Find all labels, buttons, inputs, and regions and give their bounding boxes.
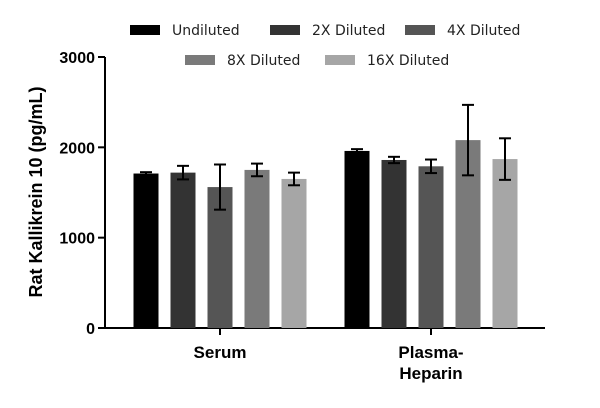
bar bbox=[381, 159, 407, 328]
legend-label: 4X Diluted bbox=[447, 23, 520, 39]
legend: Undiluted 2X Diluted 4X Diluted 8X Diluted 1… bbox=[130, 23, 520, 69]
x-category-label-line: Serum bbox=[194, 343, 247, 362]
legend-swatch bbox=[130, 25, 160, 35]
legend-swatch bbox=[185, 55, 215, 65]
error-bars bbox=[140, 103, 511, 211]
bar bbox=[244, 169, 270, 328]
y-axis-label: Rat Kallikrein 10 (pg/mL) bbox=[26, 86, 46, 297]
bar bbox=[492, 159, 518, 328]
legend-swatch bbox=[405, 25, 435, 35]
legend-swatch bbox=[325, 55, 355, 65]
y-tick-label: 3000 bbox=[59, 50, 95, 67]
x-category-label: Plasma- Heparin bbox=[398, 343, 463, 383]
bar bbox=[344, 150, 370, 328]
legend-label: 2X Diluted bbox=[312, 23, 385, 39]
x-category-label-line: Plasma- bbox=[398, 343, 463, 362]
bar bbox=[281, 178, 307, 328]
legend-swatch bbox=[270, 25, 300, 35]
x-category-label: Serum bbox=[194, 343, 247, 362]
y-axis: 0 1000 2000 3000 bbox=[59, 50, 106, 338]
x-axis: Serum Plasma- Heparin bbox=[105, 327, 545, 383]
y-tick-label: 0 bbox=[86, 321, 95, 338]
y-tick-label: 2000 bbox=[59, 140, 95, 157]
x-category-label-line: Heparin bbox=[399, 364, 462, 383]
legend-label: Undiluted bbox=[172, 23, 240, 39]
bars bbox=[133, 140, 518, 328]
legend-label: 16X Diluted bbox=[367, 53, 449, 69]
bar bbox=[170, 172, 196, 328]
bar bbox=[418, 166, 444, 328]
y-tick-label: 1000 bbox=[59, 231, 95, 248]
bar bbox=[133, 173, 159, 328]
legend-label: 8X Diluted bbox=[227, 53, 300, 69]
